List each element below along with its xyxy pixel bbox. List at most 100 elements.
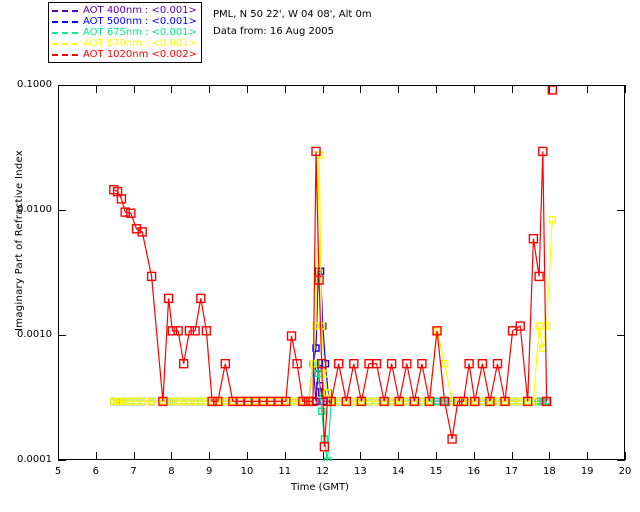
data-point-marker [146, 271, 157, 282]
x-axis-tick [587, 452, 588, 460]
data-point-marker [320, 369, 329, 378]
legend-item-0: AOT 400nm: <0.001> [52, 5, 197, 16]
x-axis-tick [247, 452, 248, 460]
data-point-marker [318, 407, 326, 415]
x-axis-tick [96, 85, 97, 93]
data-point-marker [196, 293, 206, 304]
y-axis-tick [617, 335, 625, 336]
x-axis-tick-label: 12 [316, 466, 329, 477]
data-point-marker [113, 397, 122, 406]
data-point-marker [542, 322, 551, 330]
y-axis-tick [58, 210, 66, 211]
data-point-marker [308, 396, 318, 407]
data-point-marker [158, 396, 168, 407]
data-point-marker [178, 359, 189, 369]
x-axis-tick [360, 452, 361, 460]
data-point-marker [292, 359, 302, 369]
series-line [113, 363, 547, 461]
data-point-marker [515, 321, 525, 331]
data-point-marker [371, 359, 382, 369]
y-axis-tick [617, 210, 625, 211]
y-axis-tick-label: 0.0100 [17, 204, 52, 215]
data-point-marker [213, 396, 223, 407]
data-point-marker [492, 359, 503, 369]
data-point-marker [379, 396, 389, 407]
data-point-marker [538, 146, 548, 157]
legend-label: AOT 1020nm: <0.002> [83, 49, 197, 60]
data-point-marker [534, 271, 544, 282]
data-point-marker [110, 397, 118, 406]
series-aot-870nm [110, 151, 556, 406]
y-axis-tick-label: 0.1000 [17, 79, 52, 90]
data-point-marker [470, 396, 480, 407]
legend-item-3: AOT 870nm: <0.001> [52, 38, 197, 49]
x-axis-tick [285, 85, 286, 93]
data-point-marker [326, 396, 336, 407]
legend-dash-icon [52, 53, 78, 56]
x-axis-tick [625, 452, 626, 460]
data-point-marker [314, 275, 324, 285]
x-axis-tick [398, 452, 399, 460]
legend-dash-icon [52, 9, 78, 12]
y-axis-tick [58, 335, 66, 336]
data-point-marker [528, 233, 539, 244]
data-point-marker [529, 397, 538, 406]
data-point-marker [432, 326, 442, 336]
data-point-marker [312, 344, 320, 352]
x-axis-label: Time (GMT) [291, 482, 349, 493]
x-axis-tick [323, 452, 324, 460]
data-point-marker [447, 434, 457, 444]
x-axis-tick [134, 452, 135, 460]
data-point-marker [281, 396, 291, 407]
legend-label: AOT 870nm: <0.001> [83, 38, 197, 49]
legend-dash-icon [52, 42, 78, 45]
x-axis-tick [171, 85, 172, 93]
data-point-marker [548, 216, 556, 224]
x-axis-tick-label: 7 [130, 466, 137, 477]
data-point-marker [440, 360, 449, 368]
data-point-marker [163, 293, 174, 304]
data-point-marker [220, 359, 231, 369]
legend-dash-icon [52, 20, 78, 23]
data-point-marker [147, 397, 156, 406]
x-axis-tick-label: 5 [54, 466, 62, 477]
data-point-marker [137, 227, 147, 237]
data-point-marker [120, 207, 130, 217]
data-point-marker [541, 396, 552, 407]
x-axis-tick-label: 10 [240, 466, 254, 477]
data-point-marker [453, 396, 463, 407]
series-line [113, 151, 548, 447]
data-point-marker [318, 322, 326, 330]
data-point-marker [424, 396, 435, 407]
data-point-marker [341, 396, 351, 407]
x-axis-tick-label: 19 [580, 466, 594, 477]
data-point-marker [464, 359, 474, 369]
x-axis-tick [436, 452, 437, 460]
x-axis-tick [587, 85, 588, 93]
series-aot-1020nm [109, 86, 557, 452]
data-point-marker [485, 396, 495, 407]
data-point-marker [167, 326, 178, 336]
y-axis-tick [617, 460, 625, 461]
data-point-marker [349, 359, 359, 369]
data-point-marker [417, 359, 427, 369]
data-point-marker [138, 397, 146, 406]
data-point-marker [323, 457, 332, 461]
y-axis-tick [617, 85, 625, 86]
data-point-marker [298, 396, 308, 407]
x-axis-tick-label: 18 [543, 466, 556, 477]
data-point-marker [386, 359, 397, 369]
data-point-marker [126, 208, 136, 218]
x-axis-tick [134, 85, 135, 93]
x-axis-tick-label: 11 [278, 466, 292, 477]
data-point-marker [409, 396, 419, 407]
y-axis-tick [58, 85, 66, 86]
x-axis-tick [323, 85, 324, 93]
legend: AOT 400nm: <0.001> AOT 500nm: <0.001> AOT … [48, 2, 202, 63]
x-axis-tick-label: 20 [618, 466, 632, 477]
data-point-marker [547, 86, 557, 95]
x-axis-tick [625, 85, 626, 93]
data-point-marker [317, 359, 327, 369]
legend-label: AOT 400nm: <0.001> [83, 5, 197, 16]
x-axis-tick [360, 85, 361, 93]
